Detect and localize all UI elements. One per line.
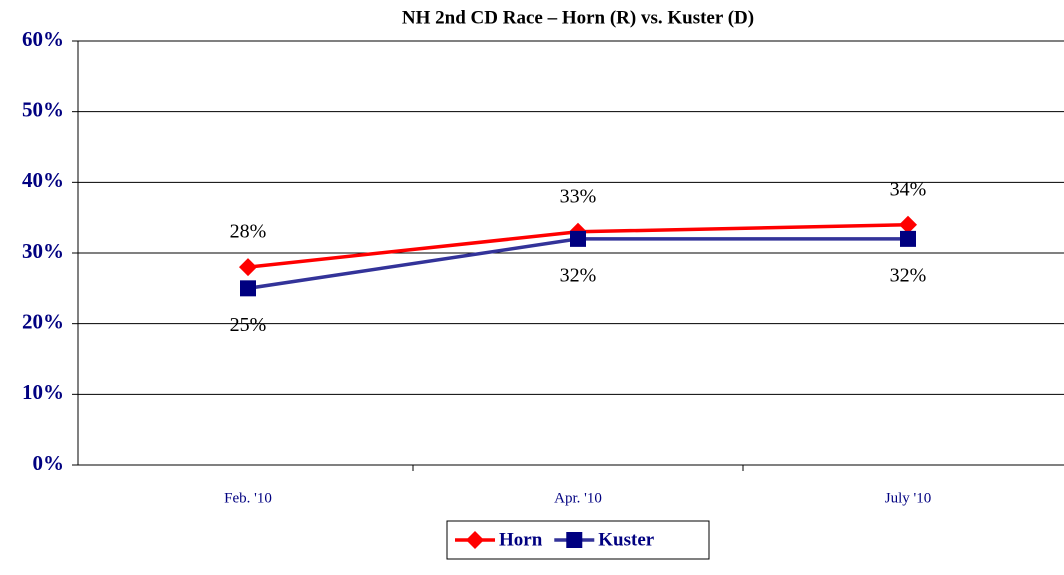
data-point xyxy=(899,215,917,234)
data-label: 25% xyxy=(230,314,267,336)
legend-marker xyxy=(566,532,583,548)
data-point xyxy=(900,230,916,247)
y-tick-label: 10% xyxy=(22,380,64,404)
y-tick-label: 30% xyxy=(22,239,64,263)
data-point xyxy=(239,258,257,277)
data-point xyxy=(240,280,256,297)
legend-label: Horn xyxy=(499,529,543,550)
legend-label: Kuster xyxy=(598,529,655,550)
x-tick-label: July '10 xyxy=(885,490,931,506)
x-tick-label: Apr. '10 xyxy=(554,490,602,506)
chart-title: NH 2nd CD Race – Horn (R) vs. Kuster (D) xyxy=(402,7,754,28)
legend-marker xyxy=(466,531,484,549)
y-tick-label: 50% xyxy=(22,97,64,121)
y-tick-label: 40% xyxy=(22,168,64,192)
data-label: 33% xyxy=(560,185,597,207)
data-label: 34% xyxy=(890,178,927,200)
y-tick-label: 20% xyxy=(22,309,64,333)
x-tick-label: Feb. '10 xyxy=(224,490,272,506)
data-label: 28% xyxy=(230,221,267,243)
data-label: 32% xyxy=(560,264,597,286)
y-tick-label: 0% xyxy=(33,451,65,475)
data-point xyxy=(570,230,586,247)
y-tick-label: 60% xyxy=(22,27,64,51)
data-label: 32% xyxy=(890,264,927,286)
